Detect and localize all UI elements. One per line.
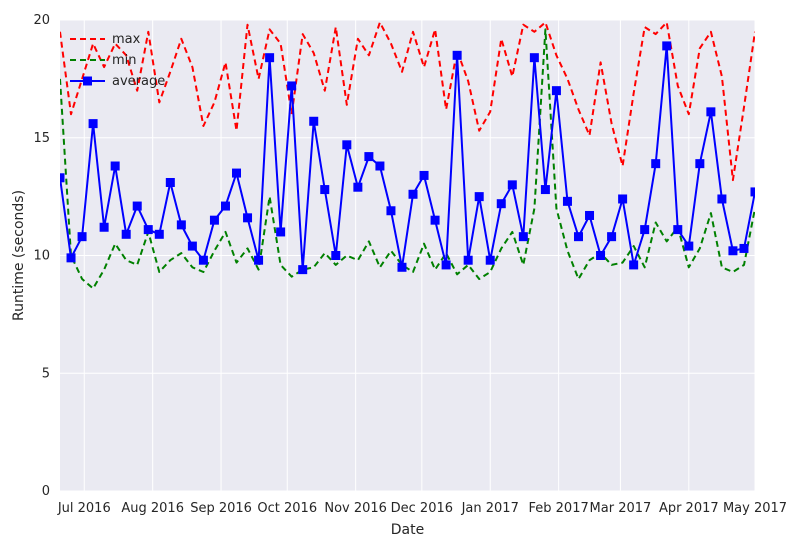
y-tick-labels: 0 5 10 15 20	[33, 13, 50, 499]
data-point-average	[220, 201, 230, 211]
data-point-average	[408, 189, 418, 199]
data-point-average	[485, 255, 495, 265]
data-point-average	[750, 187, 755, 197]
data-point-average	[573, 232, 583, 242]
data-point-average	[154, 229, 164, 239]
data-point-average	[187, 241, 197, 251]
x-tick-label: Oct 2016	[257, 501, 317, 516]
legend-marker-average	[83, 76, 92, 86]
data-point-average	[110, 161, 120, 171]
data-point-average	[331, 251, 341, 260]
grid-lines	[60, 19, 756, 492]
data-point-average	[496, 199, 506, 209]
data-point-average	[684, 241, 694, 251]
data-point-average	[629, 260, 639, 270]
y-axis-label: Runtime (seconds)	[11, 190, 27, 321]
data-point-average	[717, 194, 727, 204]
data-point-average	[143, 225, 153, 235]
series-line-min	[60, 28, 755, 290]
data-point-average	[551, 86, 561, 96]
x-tick-label: Mar 2017	[590, 501, 652, 516]
y-tick-label: 20	[33, 13, 50, 28]
legend-label-min: min	[112, 53, 137, 68]
data-point-average	[77, 232, 87, 242]
legend: max min average	[70, 32, 165, 89]
data-point-average	[60, 173, 65, 183]
data-point-average	[66, 253, 76, 263]
data-point-average	[320, 185, 330, 195]
data-point-average	[375, 161, 385, 171]
x-tick-label: Apr 2017	[659, 501, 719, 516]
data-point-average	[232, 168, 242, 178]
data-point-average	[276, 227, 286, 237]
data-point-average	[364, 152, 374, 162]
data-point-average	[585, 210, 595, 220]
series-lines	[60, 21, 755, 290]
legend-label-max: max	[112, 32, 141, 47]
data-point-average	[198, 255, 208, 265]
data-point-average	[132, 201, 142, 211]
data-point-average	[99, 222, 109, 232]
data-point-average	[673, 225, 683, 235]
data-point-average	[353, 182, 363, 192]
data-point-average	[121, 229, 131, 239]
data-point-average	[540, 185, 550, 195]
series-line-max	[60, 21, 755, 182]
data-point-average	[430, 215, 440, 225]
data-point-average	[651, 159, 661, 169]
series-line-average	[60, 44, 755, 271]
data-point-average	[607, 232, 617, 242]
data-point-average	[397, 262, 407, 272]
data-point-average	[562, 196, 572, 206]
data-point-average	[209, 215, 219, 225]
x-tick-label: Feb 2017	[529, 501, 589, 516]
data-point-average	[88, 119, 98, 129]
data-point-average	[662, 41, 672, 51]
y-tick-label: 10	[33, 249, 50, 264]
data-point-average	[529, 53, 539, 63]
data-point-average	[452, 50, 462, 60]
x-tick-label: Aug 2016	[121, 501, 184, 516]
x-tick-label: Jul 2016	[57, 501, 111, 516]
data-point-average	[618, 194, 628, 204]
x-tick-label: Nov 2016	[324, 501, 387, 516]
data-point-average	[176, 220, 186, 230]
x-tick-label: Sep 2016	[190, 501, 252, 516]
data-point-average	[728, 246, 738, 256]
y-tick-label: 15	[33, 131, 50, 146]
x-axis-label: Date	[391, 522, 424, 538]
data-point-average	[386, 206, 396, 216]
data-point-average	[596, 251, 606, 260]
data-point-average	[518, 232, 528, 242]
y-tick-label: 0	[42, 484, 50, 499]
x-tick-labels: Jul 2016 Aug 2016 Sep 2016 Oct 2016 Nov 2016…	[57, 501, 787, 516]
data-point-average	[463, 255, 473, 265]
y-tick-label: 5	[42, 366, 50, 381]
data-point-average	[298, 265, 308, 275]
data-point-average	[165, 177, 175, 187]
data-point-average	[474, 192, 484, 202]
data-point-average	[695, 159, 705, 169]
data-point-average	[309, 116, 319, 126]
data-point-average	[265, 53, 275, 63]
data-point-average	[706, 107, 716, 117]
x-tick-label: Jan 2017	[461, 501, 519, 516]
x-tick-label: May 2017	[723, 501, 787, 516]
data-point-average	[419, 170, 429, 180]
data-point-average	[640, 225, 650, 235]
data-point-average	[507, 180, 517, 190]
data-point-average	[287, 81, 297, 91]
data-point-average	[254, 255, 264, 265]
legend-label-average: average	[112, 74, 165, 89]
series-markers	[60, 41, 755, 275]
x-tick-label: Dec 2016	[391, 501, 453, 516]
data-point-average	[739, 243, 749, 253]
data-point-average	[441, 260, 451, 270]
data-point-average	[243, 213, 253, 223]
data-point-average	[342, 140, 352, 150]
